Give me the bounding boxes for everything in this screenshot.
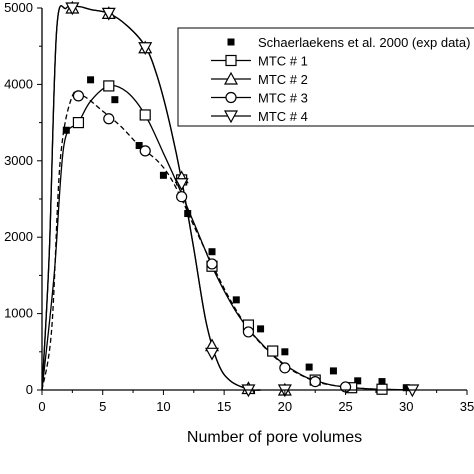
x-tick-label: 20 (278, 399, 292, 414)
series-3-point (72, 90, 85, 102)
legend-label: Schaerlaekens et al. 2000 (exp data) (258, 35, 470, 50)
series-0-point (257, 325, 265, 333)
series-1-point (267, 345, 279, 357)
series-line-1 (41, 84, 407, 391)
axes: 0 5 10 15 20 25 30 35 0 1000 2000 3000 4000 5000 (4, 0, 474, 414)
y-tick-label: 5000 (4, 0, 33, 15)
series-4-point (65, 2, 80, 16)
legend-marker (225, 54, 237, 67)
x-tick-label: 5 (99, 399, 106, 414)
y-tick-label: 4000 (4, 76, 33, 91)
series-3-point (139, 145, 151, 157)
legend-label: MTC # 4 (258, 109, 308, 124)
series-0-point (281, 348, 289, 356)
x-tick-label: 10 (156, 399, 170, 414)
y-tick-label: 3000 (4, 153, 33, 168)
series-0-point (111, 96, 119, 104)
series-0-point (87, 76, 95, 84)
series-0-point (159, 171, 167, 179)
series-4-point (101, 7, 116, 21)
legend-marker (223, 71, 239, 85)
x-tick-label: 15 (217, 399, 231, 414)
series-1-point (139, 109, 151, 121)
series-0-point (135, 142, 143, 150)
x-axis-title: Number of pore volumes (187, 429, 362, 446)
series-4-point (138, 42, 153, 55)
series-0-point (305, 363, 313, 371)
legend-box (177, 27, 474, 127)
series-1-point (103, 80, 115, 92)
series-3-point (206, 258, 218, 270)
series-1-point (72, 116, 85, 129)
x-tick-label: 25 (338, 399, 352, 414)
series-4-point (204, 347, 220, 361)
legend-label: MTC # 2 (258, 72, 308, 87)
series-0-point (402, 384, 410, 392)
x-tick-label: 30 (399, 399, 413, 414)
legend-label: MTC # 3 (258, 91, 308, 106)
series-3-point (176, 191, 188, 203)
legend-marker (223, 110, 239, 124)
series-4-point (174, 178, 189, 191)
series-0-point (184, 210, 192, 218)
series-3-point (279, 362, 291, 374)
legend-label: MTC # 1 (258, 54, 308, 69)
series-0-point (62, 126, 70, 134)
series-3-point (242, 326, 255, 338)
series-0-point (354, 377, 362, 385)
legend: Schaerlaekens et al. 2000 (exp data) MTC … (177, 27, 474, 127)
legend-marker (227, 38, 235, 46)
y-tick-label: 2000 (4, 229, 33, 244)
y-tick-label: 1000 (4, 306, 33, 321)
series-0-point (208, 248, 216, 256)
series-line-3 (41, 90, 419, 391)
series-3-point (103, 113, 115, 125)
series-0-point (378, 378, 386, 386)
series-3-point (309, 375, 321, 388)
series-1-point (376, 383, 388, 395)
series-0-point (329, 367, 337, 375)
x-tick-label: 0 (38, 399, 45, 414)
x-tick-label: 35 (460, 399, 474, 414)
y-tick-label: 0 (26, 382, 33, 397)
series-0-point (232, 296, 240, 304)
legend-marker (225, 91, 237, 104)
